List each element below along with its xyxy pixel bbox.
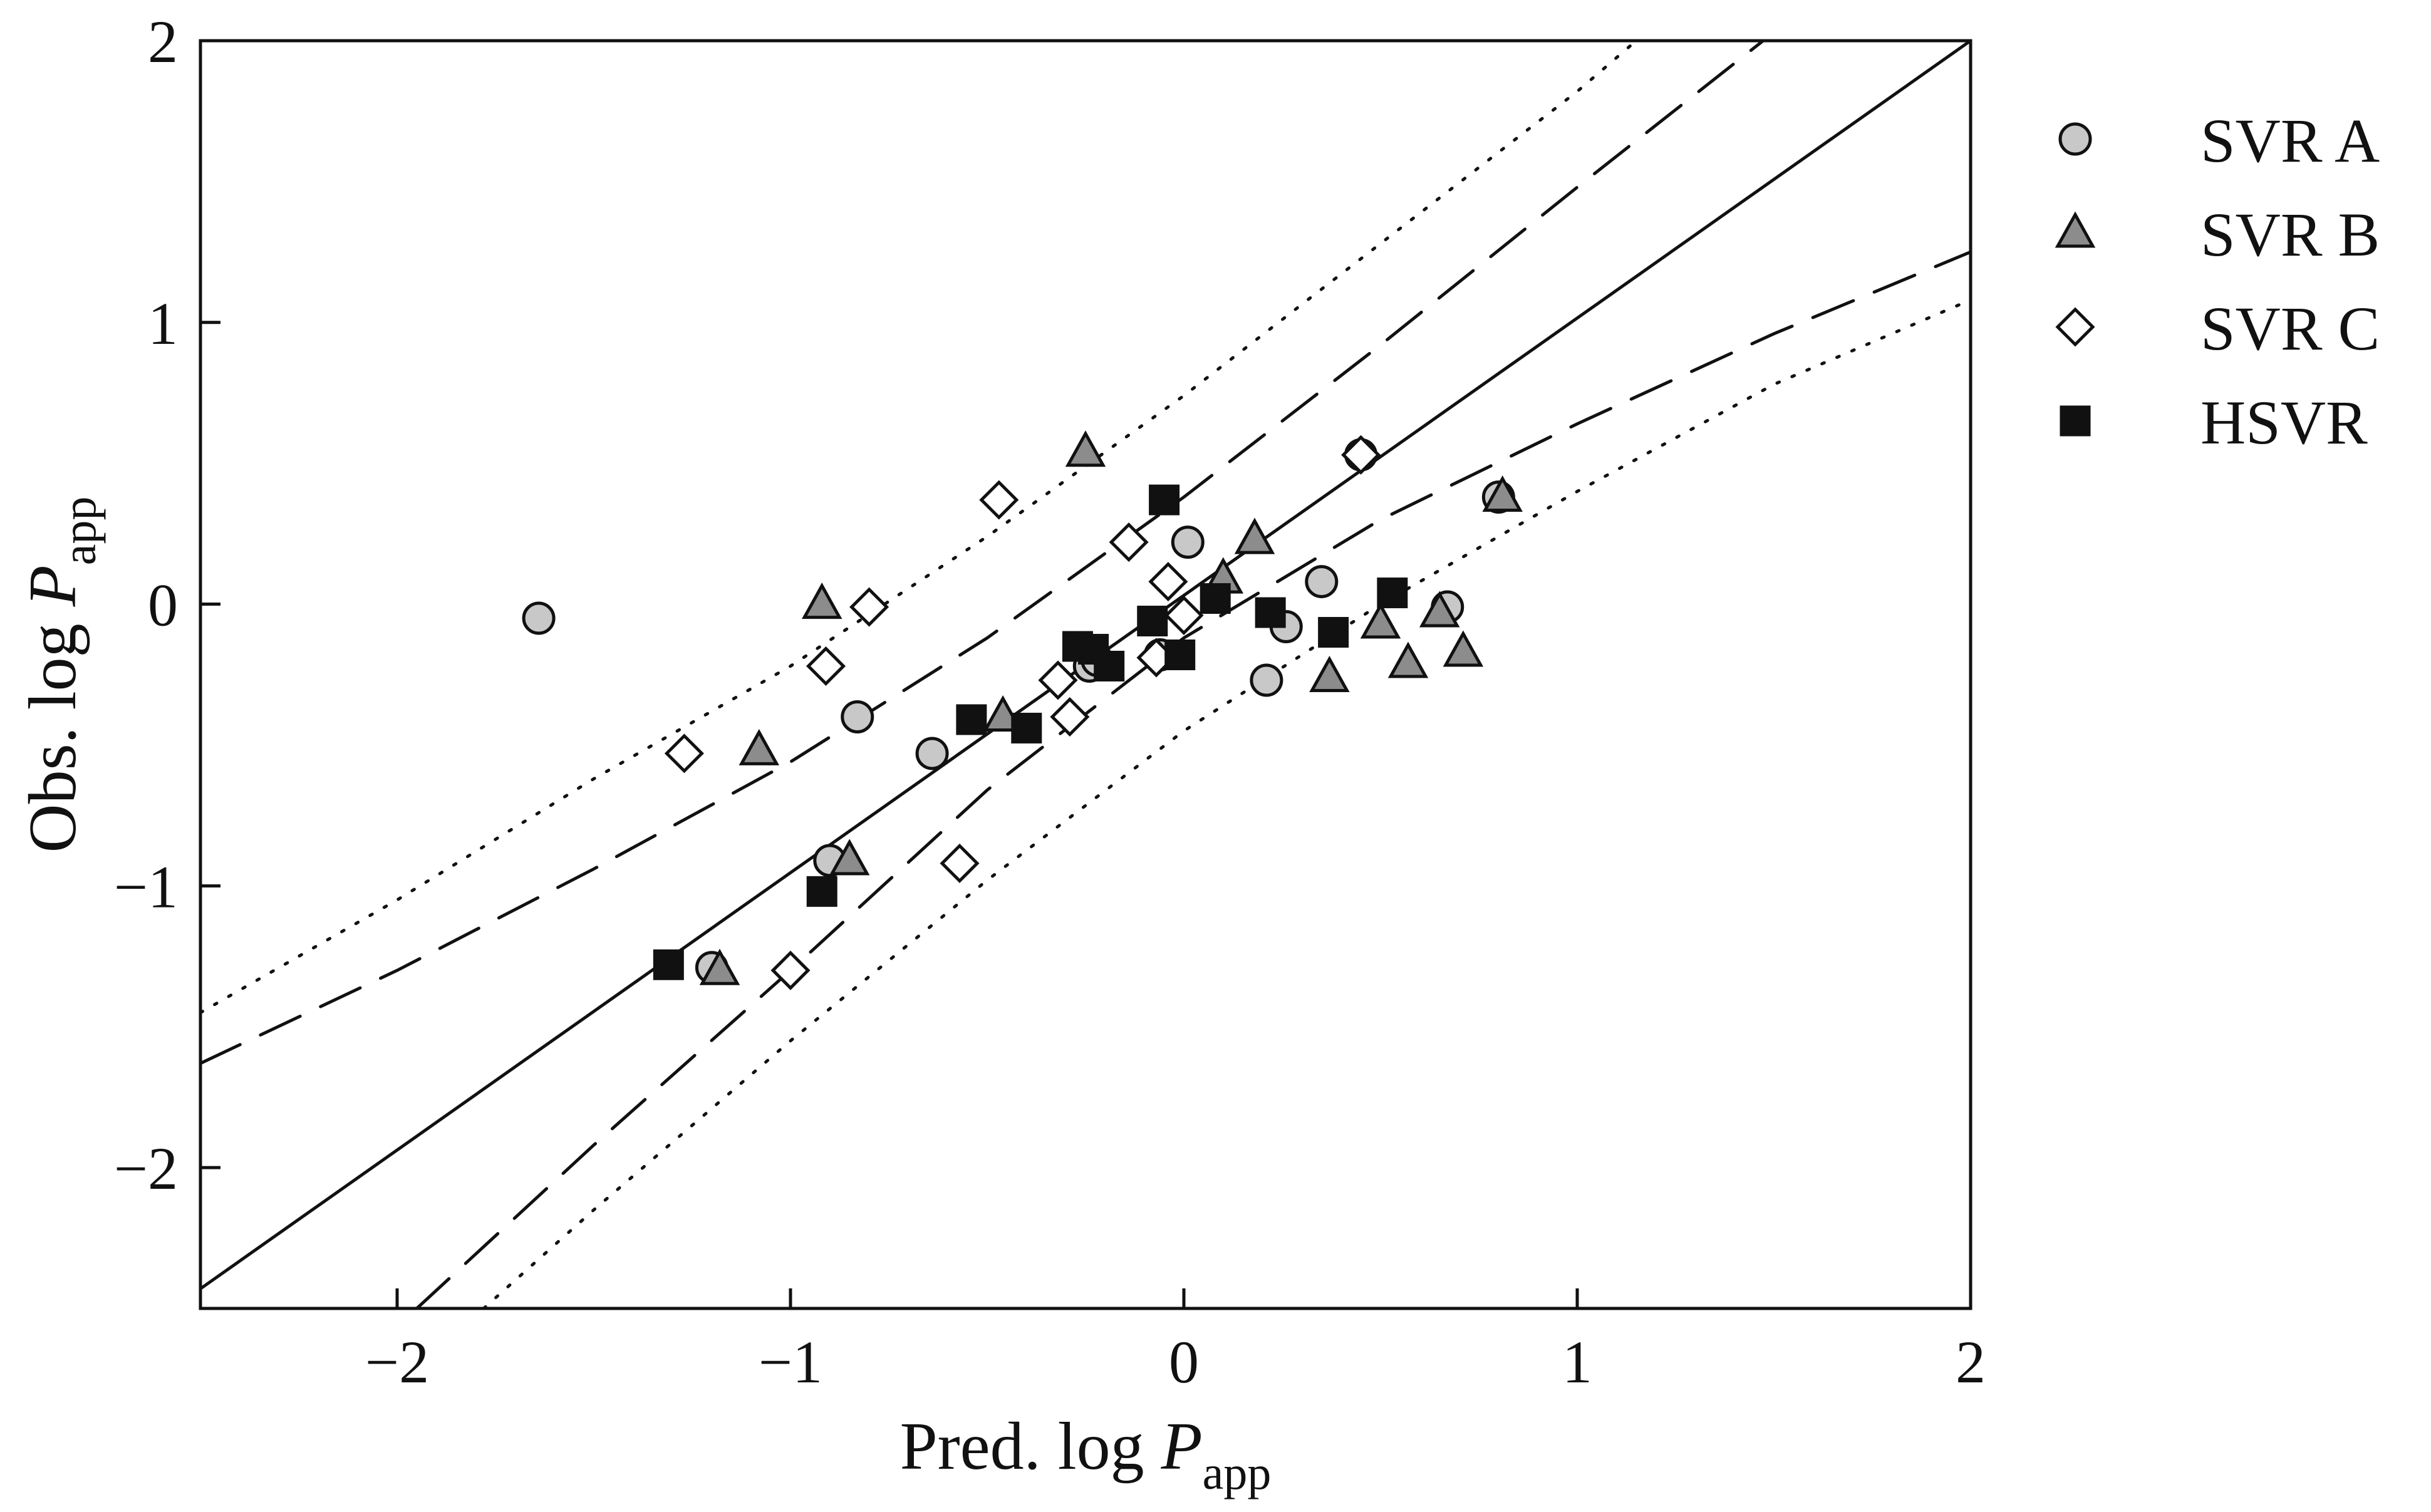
- confidence-band-upper: [200, 41, 1766, 1065]
- y-tick-label: −2: [114, 1135, 178, 1202]
- data-point: [1078, 634, 1109, 665]
- data-point: [1164, 639, 1196, 671]
- x-tick-label: −1: [759, 1328, 822, 1395]
- data-point: [1255, 597, 1286, 628]
- data-point: [739, 728, 780, 765]
- data-point: [1377, 577, 1408, 609]
- data-point: [1482, 475, 1523, 512]
- legend-marker-circle: [2058, 122, 2092, 156]
- series-diamond: [664, 435, 1381, 990]
- data-point: [829, 839, 870, 876]
- y-tick-label: 0: [148, 572, 178, 639]
- data-point: [1164, 595, 1204, 636]
- legend-label: SVR C: [2200, 294, 2380, 363]
- data-point: [979, 480, 1019, 520]
- x-tick-label: 1: [1562, 1328, 1592, 1395]
- y-tick-label: 2: [148, 8, 178, 75]
- legend-item: SVR C: [2055, 294, 2380, 363]
- data-point: [699, 948, 740, 985]
- confidence-band-lower: [415, 250, 1971, 1308]
- x-tick-label: 0: [1169, 1328, 1199, 1395]
- legend-item: HSVR: [2060, 388, 2368, 457]
- data-point: [1065, 430, 1106, 467]
- legend-marker-diamond: [2055, 307, 2095, 347]
- data-point: [664, 733, 704, 774]
- data-point: [801, 583, 842, 619]
- data-point: [1038, 660, 1078, 700]
- data-point: [806, 876, 837, 907]
- data-point: [1309, 655, 1350, 692]
- legend-marker-triangle: [2055, 211, 2096, 248]
- legend-label: HSVR: [2200, 388, 2368, 457]
- data-point: [522, 601, 556, 635]
- series-square: [653, 484, 1408, 980]
- data-point: [849, 587, 889, 627]
- data-point: [806, 646, 846, 686]
- data-point: [653, 949, 684, 980]
- legend-label: SVR B: [2200, 200, 2380, 269]
- legend: SVR A SVR B SVR C HSVR: [2055, 106, 2380, 457]
- y-tick-label: 1: [148, 290, 178, 357]
- data-point: [1200, 583, 1231, 614]
- data-point: [1250, 663, 1283, 697]
- data-point: [1094, 651, 1125, 682]
- data-point: [1109, 522, 1149, 562]
- data-point: [1234, 517, 1275, 554]
- legend-item: SVR A: [2058, 106, 2380, 175]
- y-axis-label: Obs. log Papp: [16, 497, 106, 853]
- y-tick-label: −1: [114, 853, 178, 920]
- data-point: [1387, 641, 1429, 678]
- data-point: [1305, 565, 1339, 599]
- x-tick-label: −2: [365, 1328, 429, 1395]
- data-point: [1011, 712, 1042, 743]
- data-point: [1148, 562, 1188, 602]
- data-point: [1318, 617, 1349, 648]
- data-point: [940, 843, 980, 883]
- data-point: [1419, 591, 1460, 628]
- prediction-band-lower: [482, 298, 1971, 1308]
- data-point: [1443, 630, 1484, 667]
- plot-frame: [199, 39, 1972, 1310]
- data-point: [1341, 435, 1381, 475]
- data-point: [1360, 602, 1401, 639]
- prediction-band-upper: [200, 41, 1638, 1015]
- x-tick-label: 2: [1956, 1328, 1986, 1395]
- data-point: [1050, 696, 1090, 737]
- x-axis-label: Pred. log Papp: [900, 1409, 1272, 1499]
- x-axis-ticks: −2 −1 0 1 2: [365, 1288, 1986, 1395]
- legend-label: SVR A: [2200, 106, 2380, 175]
- legend-item: SVR B: [2055, 200, 2380, 269]
- y-axis-ticks: −2 −1 0 1 2: [114, 8, 220, 1202]
- data-point: [1149, 484, 1180, 515]
- series-triangle: [699, 430, 1523, 985]
- data-point: [915, 737, 949, 770]
- data-points: [522, 430, 1523, 990]
- data-point: [841, 700, 874, 733]
- data-point: [1171, 526, 1205, 559]
- data-point: [770, 950, 811, 990]
- data-point: [956, 704, 987, 735]
- data-point: [1137, 606, 1168, 637]
- legend-marker-square: [2060, 405, 2091, 437]
